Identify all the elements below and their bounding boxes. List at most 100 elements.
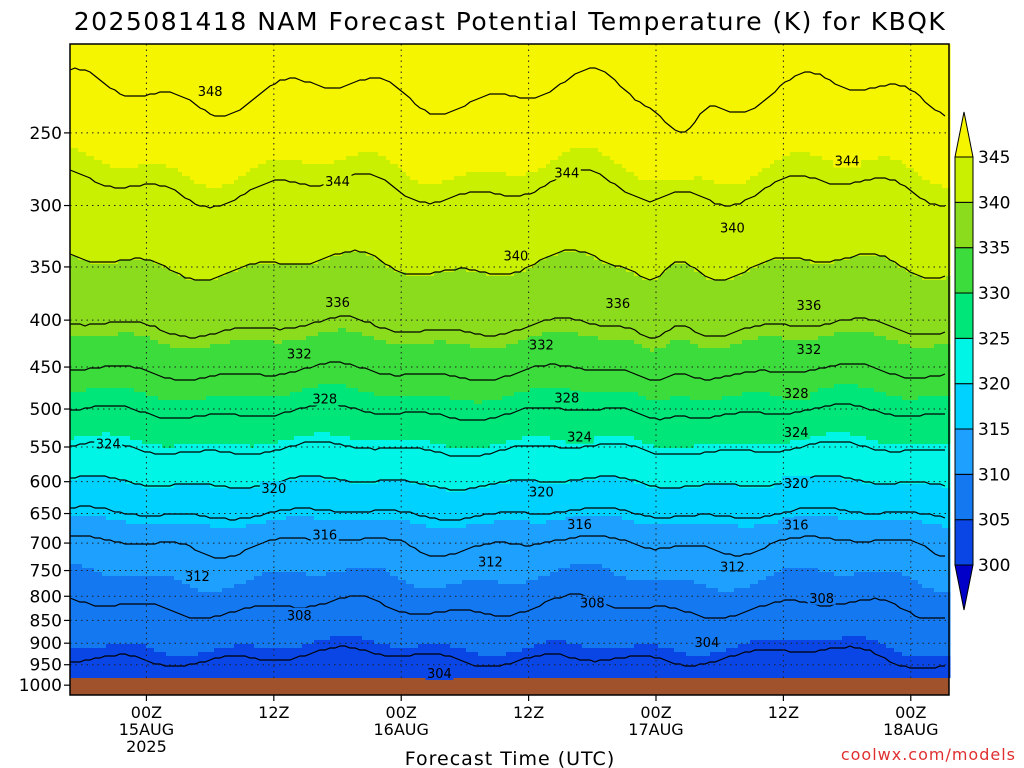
field-cell — [138, 392, 143, 397]
field-cell — [130, 116, 135, 121]
field-cell — [98, 392, 103, 397]
field-cell — [82, 584, 87, 589]
field-cell — [102, 632, 107, 637]
field-cell — [142, 88, 147, 93]
field-cell — [110, 512, 115, 517]
field-cell — [86, 604, 91, 609]
field-cell — [114, 116, 119, 121]
field-cell — [142, 516, 147, 521]
field-cell — [154, 368, 159, 373]
field-cell — [126, 220, 131, 225]
field-cell — [130, 376, 135, 381]
field-cell — [74, 180, 79, 185]
field-cell — [182, 640, 187, 645]
field-cell — [114, 632, 119, 637]
field-cell — [174, 124, 179, 129]
field-cell — [98, 348, 103, 353]
field-cell — [166, 288, 171, 293]
field-cell — [98, 224, 103, 229]
field-cell — [122, 456, 127, 461]
field-cell — [74, 588, 79, 593]
field-cell — [178, 172, 183, 177]
field-cell — [114, 608, 119, 613]
field-cell — [150, 364, 155, 369]
field-cell — [90, 76, 95, 81]
field-cell — [158, 156, 163, 161]
field-cell — [90, 476, 95, 481]
field-cell — [90, 448, 95, 453]
field-cell — [134, 560, 139, 565]
field-cell — [138, 136, 143, 141]
field-cell — [186, 640, 191, 645]
field-cell — [142, 564, 147, 569]
field-cell — [82, 268, 87, 273]
field-cell — [178, 492, 183, 497]
field-cell — [110, 276, 115, 281]
field-cell — [170, 320, 175, 325]
field-cell — [102, 248, 107, 253]
field-cell — [182, 76, 187, 81]
field-cell — [118, 372, 123, 377]
field-cell — [114, 512, 119, 517]
field-cell — [166, 424, 171, 429]
field-cell — [74, 148, 79, 153]
field-cell — [86, 388, 91, 393]
field-cell — [118, 536, 123, 541]
field-cell — [90, 272, 95, 277]
field-cell — [186, 164, 191, 169]
field-cell — [154, 436, 159, 441]
field-cell — [186, 104, 191, 109]
field-cell — [130, 100, 135, 105]
field-cell — [126, 608, 131, 613]
field-cell — [154, 520, 159, 525]
field-cell — [86, 116, 91, 121]
field-cell — [110, 352, 115, 357]
field-cell — [78, 412, 83, 417]
field-cell — [118, 76, 123, 81]
field-cell — [90, 252, 95, 257]
field-cell — [154, 52, 159, 57]
field-cell — [110, 140, 115, 145]
field-cell — [166, 320, 171, 325]
field-cell — [170, 488, 175, 493]
field-cell — [138, 128, 143, 133]
field-cell — [138, 608, 143, 613]
field-cell — [190, 536, 195, 541]
field-cell — [102, 208, 107, 213]
field-cell — [182, 380, 187, 385]
field-cell — [174, 636, 179, 641]
field-cell — [166, 640, 171, 645]
field-cell — [74, 108, 79, 113]
field-cell — [166, 656, 171, 661]
field-cell — [162, 648, 167, 653]
field-cell — [150, 652, 155, 657]
field-cell — [114, 352, 119, 357]
field-cell — [178, 108, 183, 113]
field-cell — [162, 208, 167, 213]
field-cell — [142, 80, 147, 85]
field-cell — [78, 208, 83, 213]
field-cell — [94, 524, 99, 529]
field-cell — [186, 268, 191, 273]
field-cell — [102, 104, 107, 109]
field-cell — [166, 328, 171, 333]
field-cell — [82, 60, 87, 65]
field-cell — [166, 212, 171, 217]
field-cell — [118, 412, 123, 417]
field-cell — [186, 48, 191, 53]
field-cell — [186, 652, 191, 657]
field-cell — [158, 456, 163, 461]
field-cell — [190, 248, 195, 253]
field-cell — [86, 236, 91, 241]
field-cell — [158, 508, 163, 513]
field-cell — [166, 644, 171, 649]
field-cell — [94, 340, 99, 345]
field-cell — [130, 224, 135, 229]
field-cell — [94, 100, 99, 105]
field-cell — [78, 428, 83, 433]
field-cell — [82, 152, 87, 157]
field-cell — [86, 336, 91, 341]
field-cell — [154, 656, 159, 661]
field-cell — [190, 488, 195, 493]
field-cell — [142, 528, 147, 533]
